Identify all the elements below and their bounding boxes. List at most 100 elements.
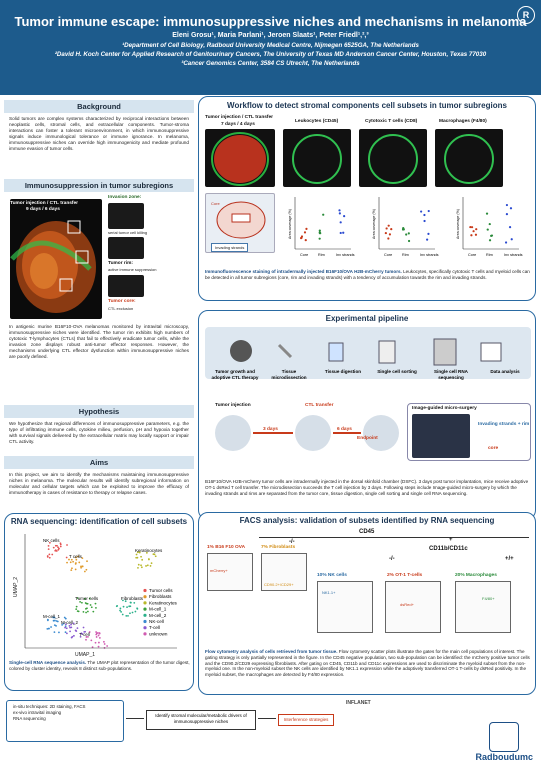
affiliation-3: ³Cancer Genomics Center, 3584 CS Utrecht… bbox=[181, 60, 360, 67]
methods-box: in-situ techniques: 2D staining, FACS ex… bbox=[6, 700, 124, 742]
wf-xlabel: Rim bbox=[318, 253, 325, 257]
zone3-desc: CTL exclusion bbox=[108, 306, 134, 311]
wf-point bbox=[505, 203, 509, 207]
umap-point bbox=[88, 597, 91, 600]
umap-point bbox=[145, 551, 148, 554]
umap-point bbox=[47, 548, 50, 551]
wf-img1b-label: 7 days / 4 days bbox=[221, 122, 255, 127]
wf-coverage-plots: Core Rim Inv strands Area coverage (%) Core R… bbox=[288, 197, 523, 257]
umap-point bbox=[77, 610, 80, 613]
authors: Eleni Grosu¹, Maria Parlani¹, Jeroen Sla… bbox=[172, 32, 369, 39]
umap-point bbox=[94, 602, 97, 605]
tumor-core-image bbox=[108, 275, 144, 297]
wf-point bbox=[407, 232, 410, 235]
umap-point bbox=[47, 545, 50, 547]
wf-point bbox=[510, 238, 513, 241]
g1b-label: mCherry+ bbox=[210, 568, 228, 573]
umap-point bbox=[79, 600, 81, 603]
zone3-label: Tumor core: bbox=[108, 299, 136, 304]
pipeline-caption: B16F10/OVA H2B-mCherry tumor cells are i… bbox=[205, 479, 529, 496]
umap-point bbox=[66, 632, 68, 635]
umap-point bbox=[91, 646, 94, 649]
facs-minus: -/- bbox=[289, 539, 295, 545]
wf-point bbox=[485, 212, 489, 215]
umap-point bbox=[57, 546, 59, 549]
umap-point bbox=[76, 597, 79, 599]
legend-label: M-cell_2 bbox=[149, 613, 167, 618]
umap-point bbox=[137, 563, 140, 566]
umap-point bbox=[65, 556, 68, 559]
legend-swatch bbox=[143, 613, 147, 617]
pl-tumor-inj: Tumor injection bbox=[215, 403, 251, 408]
umap-point bbox=[81, 557, 84, 560]
wf-xlabel: Core bbox=[468, 253, 476, 257]
umap-point bbox=[141, 558, 144, 561]
facs-title: FACS analysis: validation of subsets ide… bbox=[239, 516, 495, 525]
wf-point bbox=[486, 228, 489, 231]
wf-point bbox=[470, 234, 473, 237]
legend-label: unknown bbox=[149, 631, 168, 636]
umap-point bbox=[59, 545, 62, 548]
umap-point bbox=[74, 568, 77, 571]
g5-label: 20% Macrophages bbox=[455, 573, 497, 578]
g1-label: 1% B16 F10 OVA bbox=[207, 545, 246, 550]
umap-point bbox=[70, 558, 73, 561]
umap-point bbox=[120, 610, 123, 613]
wf-inv-label: Invading strands bbox=[211, 243, 249, 252]
umap-point bbox=[98, 637, 101, 639]
wf-ylabel: Area coverage (%) bbox=[288, 209, 292, 239]
wf-point bbox=[303, 231, 307, 234]
wf-point bbox=[475, 228, 478, 231]
wf-point bbox=[305, 227, 308, 230]
umap-point bbox=[53, 631, 56, 634]
legend-swatch bbox=[143, 626, 147, 630]
background-title: Background bbox=[4, 100, 194, 113]
g3-label: 10% NK cells bbox=[317, 573, 347, 578]
wf-point bbox=[384, 231, 387, 235]
wf-point bbox=[427, 209, 430, 213]
rnaseq-title: RNA sequencing: identification of cell s… bbox=[10, 517, 188, 526]
g4b-label: dsRed+ bbox=[400, 602, 414, 607]
umap-point bbox=[78, 561, 81, 564]
wf-image-1 bbox=[205, 129, 275, 187]
umap-point bbox=[152, 553, 155, 556]
umap-point bbox=[65, 627, 68, 630]
aims-panel: Aims In this project, we aim to identify… bbox=[4, 456, 194, 512]
wf-image-4 bbox=[435, 129, 503, 187]
pipeline-band bbox=[205, 327, 531, 379]
wf-point bbox=[388, 233, 392, 236]
wf-point bbox=[387, 224, 390, 227]
wf-xlabel: Rim bbox=[486, 253, 493, 257]
umap-cluster-label: M-cell_2 bbox=[61, 620, 79, 625]
umap-point bbox=[75, 558, 78, 561]
umap-point bbox=[98, 641, 100, 644]
facs-plot-3: NK1.1+ bbox=[317, 581, 373, 633]
umap-point bbox=[124, 600, 127, 603]
zone2-label: Tumor rim: bbox=[108, 261, 133, 266]
cd45-line bbox=[259, 537, 529, 538]
umap-point bbox=[94, 641, 97, 644]
wf-point bbox=[488, 222, 491, 226]
wf-point bbox=[339, 221, 342, 224]
umap-point bbox=[150, 562, 153, 565]
umap-point bbox=[95, 632, 98, 635]
umap-point bbox=[115, 605, 118, 608]
umap-cluster-label: Keratinocytes bbox=[135, 548, 163, 553]
rnaseq-caption: Single-cell RNA sequence analysis. The U… bbox=[9, 660, 190, 671]
umap-point bbox=[70, 636, 73, 639]
workflow-caption: Immunofluorescence staining of intraderm… bbox=[205, 269, 530, 280]
umap-point bbox=[84, 630, 87, 633]
umap-point bbox=[59, 543, 62, 546]
hypothesis-text: We hypothesize that regional differences… bbox=[9, 421, 189, 444]
pipeline-step: Tissue microdissection bbox=[271, 369, 307, 380]
umap-point bbox=[87, 635, 89, 638]
umap-point bbox=[145, 565, 147, 567]
facs-plot-5: F4/80+ bbox=[455, 581, 511, 633]
wf-point bbox=[342, 231, 345, 234]
wf-point bbox=[488, 239, 492, 242]
pl-guided: Image-guided micro-surgery bbox=[412, 406, 477, 411]
umap-point bbox=[83, 570, 86, 573]
umap-point bbox=[70, 569, 73, 572]
umap-point bbox=[66, 561, 68, 564]
wf-point bbox=[420, 210, 423, 213]
